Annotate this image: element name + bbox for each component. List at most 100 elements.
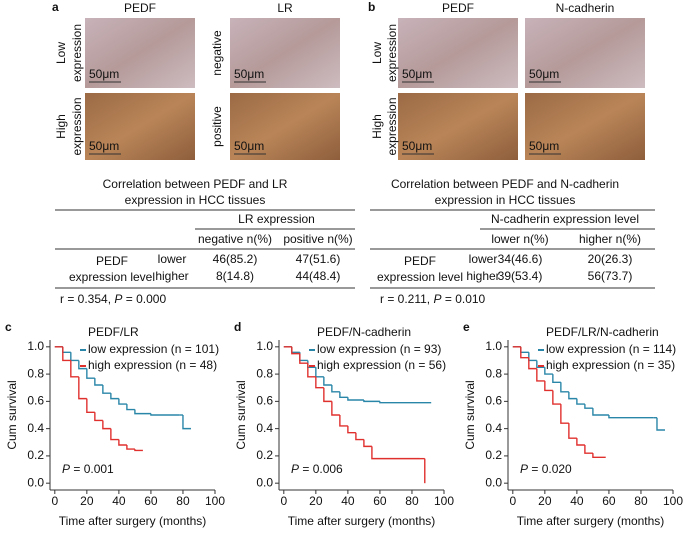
micrograph (230, 18, 340, 88)
y-tick-label: 0.4 (485, 421, 502, 435)
y-tick-label: 0.4 (27, 421, 44, 435)
survival-step (323, 387, 332, 403)
x-tick-label: 0 (51, 494, 58, 508)
survival-step (110, 428, 119, 441)
column-label: PEDF (442, 1, 474, 15)
y-tick-label: 0.8 (256, 366, 273, 380)
group-header: N-cadherin expression level (491, 212, 639, 226)
survival-step (323, 376, 332, 386)
table-cell: 44(48.4) (296, 269, 341, 283)
survival-step (552, 390, 561, 405)
table-title: Correlation between PEDF and LR (103, 177, 288, 191)
survival-step (371, 446, 420, 460)
x-tick-label: 100 (663, 494, 683, 508)
row-label: High (370, 114, 384, 139)
stub-label: PEDF (404, 254, 436, 268)
chart-title: PEDF/LR/N-cadherin (546, 325, 659, 339)
row-label: High (54, 114, 68, 139)
table-cell: 46(85.2) (213, 252, 258, 266)
legend-label: low expression (n = 101) (88, 342, 219, 356)
stub-label: expression level (377, 270, 463, 284)
survival-step (126, 404, 135, 411)
survival-step (536, 368, 545, 382)
x-tick-label: 60 (373, 494, 387, 508)
survival-step (118, 439, 127, 446)
x-tick-label: 40 (341, 494, 355, 508)
survival-step (592, 408, 609, 416)
scale-label: 50μm (529, 67, 559, 81)
survival-step (86, 398, 95, 413)
stat-p: = 0.010 (445, 292, 486, 306)
y-tick-label: 0.0 (27, 475, 44, 489)
x-tick-label: 20 (80, 494, 94, 508)
micrograph (398, 93, 518, 160)
survival-step (134, 409, 151, 415)
survival-step (528, 357, 537, 370)
x-tick-label: 20 (309, 494, 323, 508)
legend-label: low expression (n = 93) (317, 342, 441, 356)
y-axis-label: Cum survival (463, 380, 477, 449)
survival-step (299, 353, 308, 364)
stat-p-label: P (434, 292, 442, 306)
p-value: P = 0.020 (520, 462, 572, 476)
survival-step (331, 385, 340, 393)
table-cell: 47(51.6) (296, 252, 341, 266)
panel-letter: a (52, 0, 59, 14)
survival-step (568, 391, 577, 400)
col-header: lower n(%) (491, 232, 548, 246)
table-cell: higher (466, 269, 499, 283)
p-label: P (520, 462, 528, 476)
stat: r = 0.354, P = 0.000 (60, 292, 166, 306)
y-tick-label: 0.4 (256, 421, 273, 435)
p-label: P (291, 462, 299, 476)
survival-step (86, 368, 95, 379)
x-tick-label: 40 (112, 494, 126, 508)
micrograph (525, 18, 645, 88)
x-tick-label: 80 (405, 494, 419, 508)
table-cell: 20(26.3) (588, 252, 633, 266)
x-tick-label: 0 (509, 494, 516, 508)
row-label: Low (370, 42, 384, 64)
y-axis-label: Cum survival (5, 380, 19, 449)
stat-p: = 0.000 (126, 292, 167, 306)
row-label: expression (70, 24, 84, 82)
scale-label: 50μm (402, 139, 432, 153)
stub-label: PEDF (96, 254, 128, 268)
panel-letter: d (234, 320, 241, 334)
y-tick-label: 0.8 (27, 366, 44, 380)
table-cell: 34(46.6) (498, 252, 543, 266)
survival-step (102, 385, 111, 394)
survival-step (576, 398, 585, 405)
survival-step (347, 425, 356, 434)
survival-step (331, 401, 340, 416)
y-tick-label: 0.6 (256, 394, 273, 408)
survival-step (150, 413, 180, 416)
legend-label: low expression (n = 114) (546, 342, 676, 356)
survival-step (291, 346, 300, 355)
y-tick-label: 0.2 (485, 448, 502, 462)
survival-step (544, 367, 553, 375)
survival-step (379, 401, 432, 404)
x-axis-label: Time after surgery (months) (59, 514, 207, 528)
p-value: P = 0.001 (62, 462, 114, 476)
table-cell: 8(14.8) (216, 269, 254, 283)
y-tick-label: 0.2 (256, 448, 273, 462)
survival-step (78, 376, 87, 400)
survival-step (576, 438, 585, 446)
survival-step (355, 432, 364, 441)
y-tick-label: 1.0 (256, 339, 273, 353)
scale-label: 50μm (529, 139, 559, 153)
p-value: P = 0.006 (291, 462, 343, 476)
p-text: = 0.001 (73, 462, 114, 476)
y-tick-label: 0.6 (485, 394, 502, 408)
survival-step (339, 415, 348, 427)
side-label: negative (210, 30, 224, 76)
survival-step (520, 346, 529, 359)
row-label: Low (54, 42, 68, 64)
table-cell: higher (155, 269, 188, 283)
table-cell: lower (158, 252, 187, 266)
survival-step (307, 363, 316, 378)
survival-step (78, 360, 87, 370)
stat: r = 0.211, P = 0.010 (380, 292, 486, 306)
y-tick-label: 1.0 (27, 339, 44, 353)
